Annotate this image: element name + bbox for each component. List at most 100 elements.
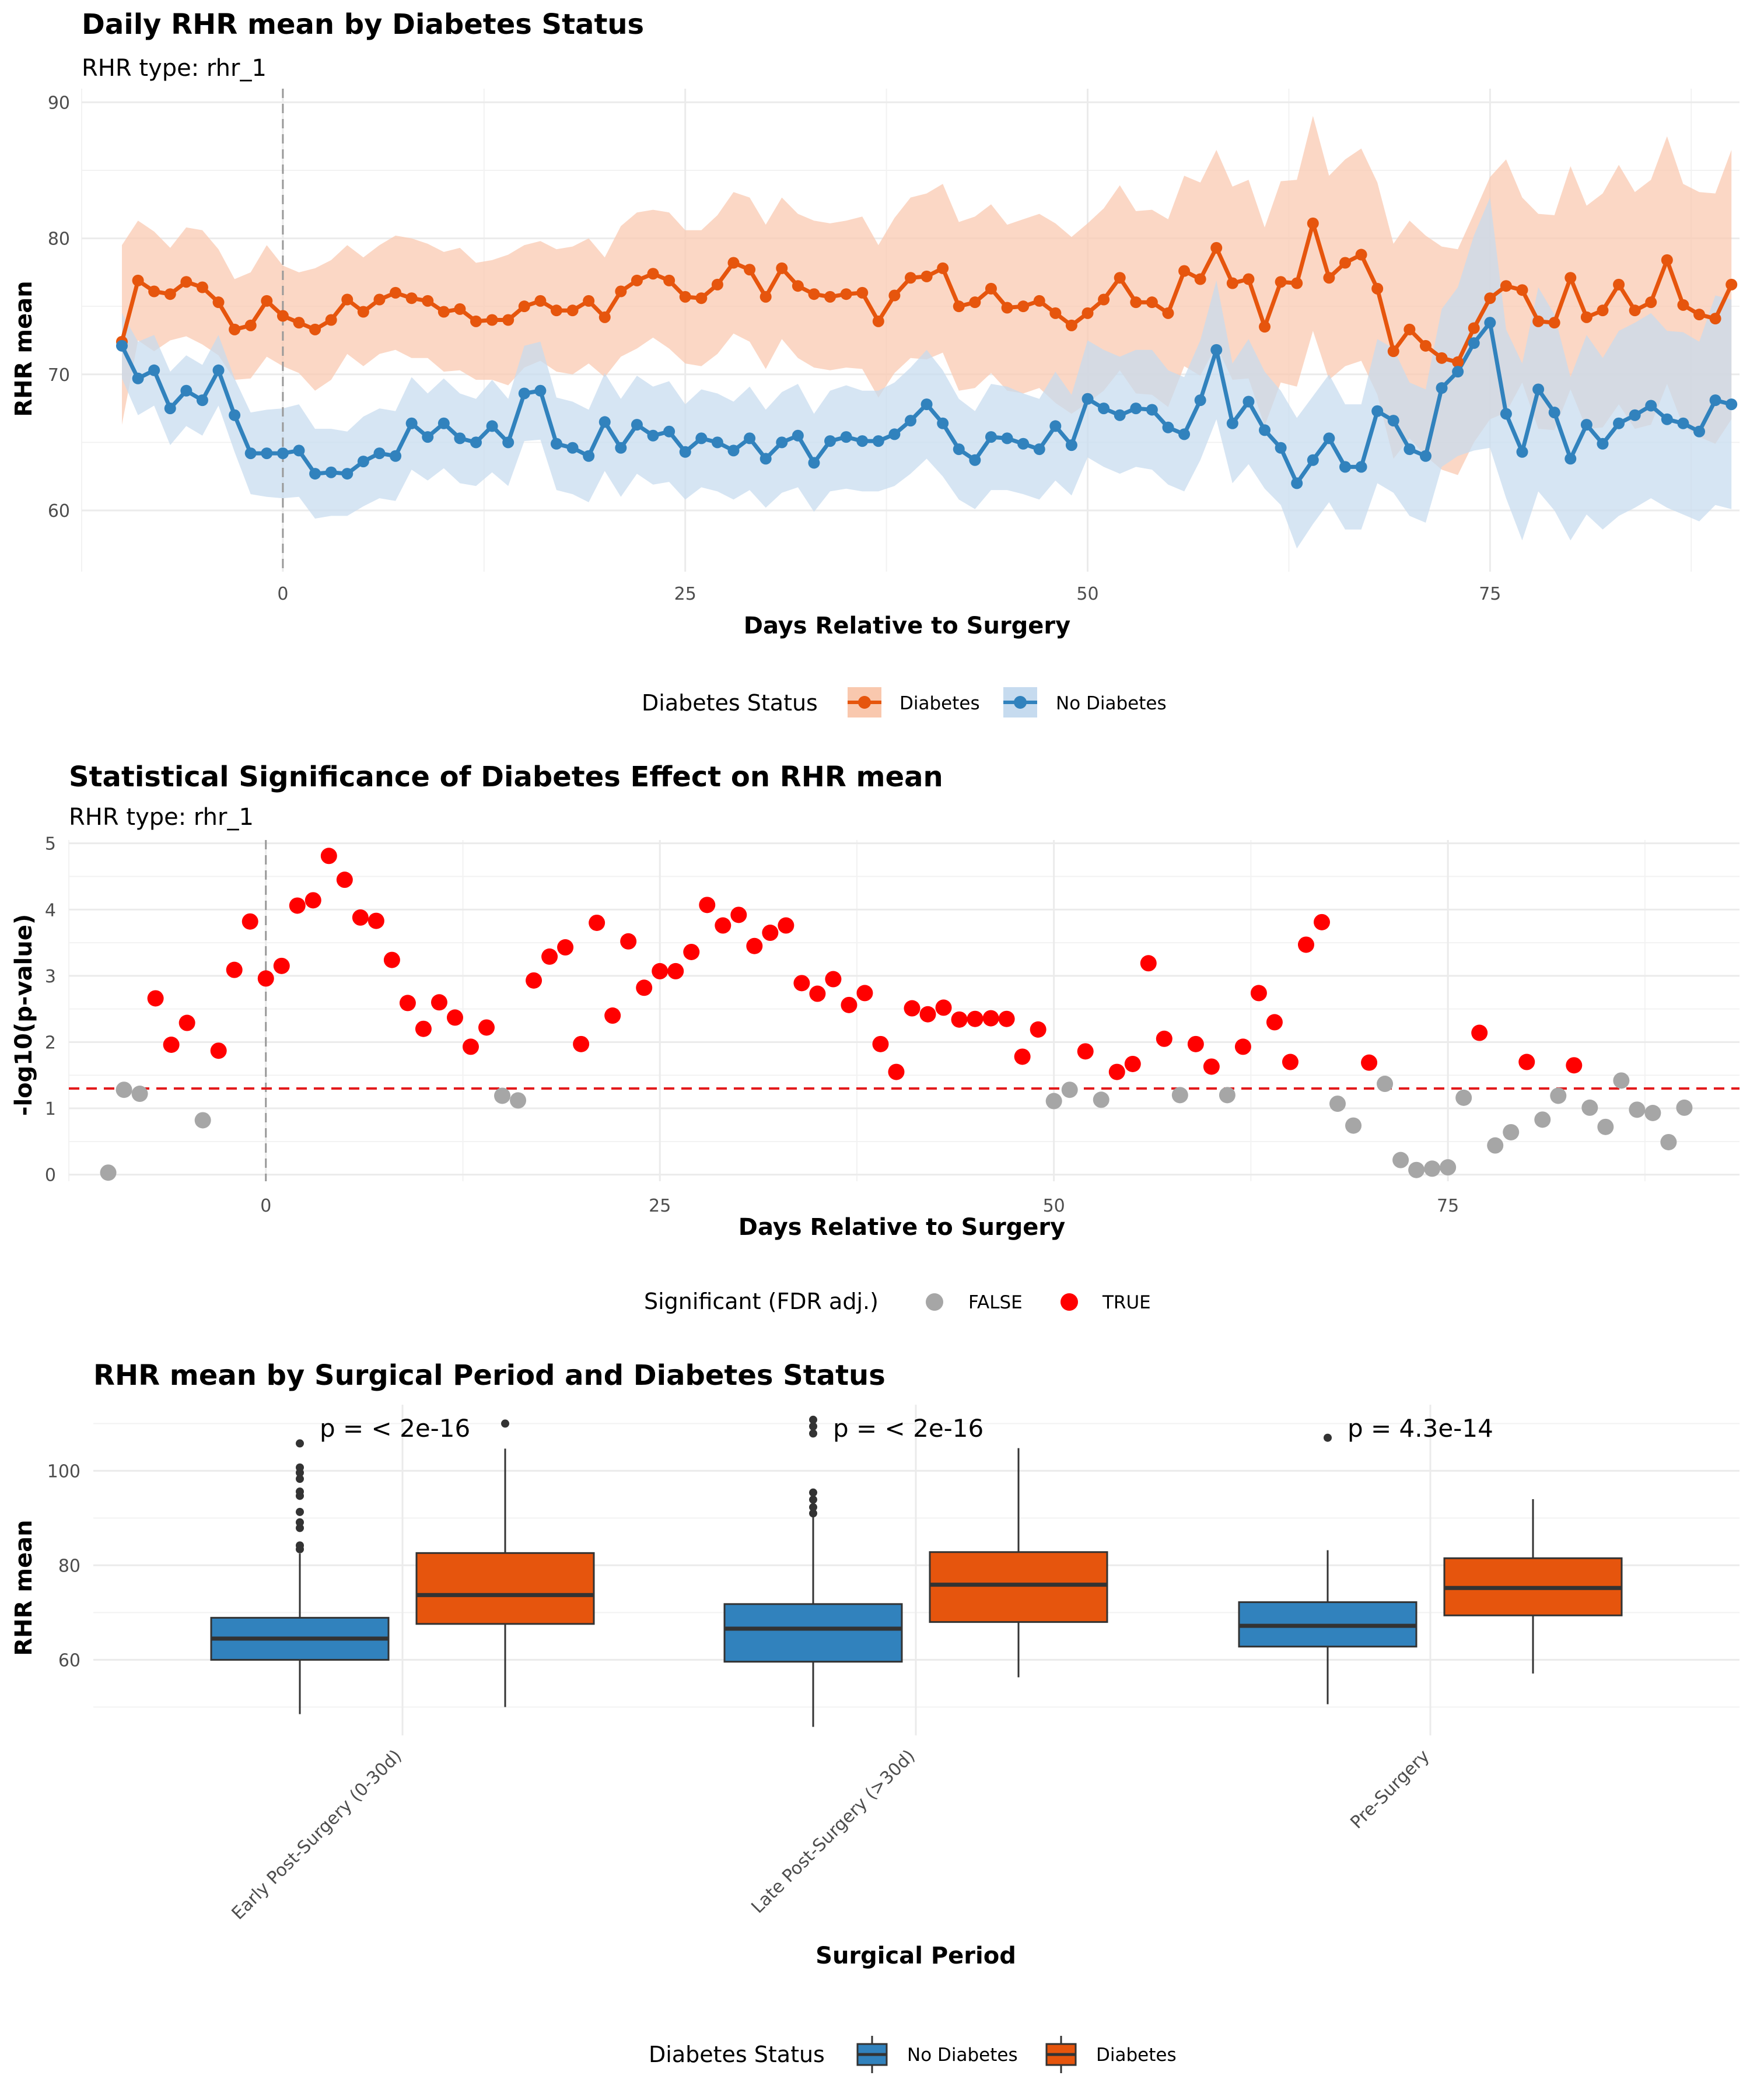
chart1-point-no-diabetes bbox=[1323, 432, 1335, 444]
chart1-legend-label-no-diabetes: No Diabetes bbox=[1056, 693, 1167, 714]
chart1-point-no-diabetes bbox=[583, 450, 595, 462]
chart1-point-diabetes bbox=[1291, 277, 1303, 289]
chart1-point-no-diabetes bbox=[1371, 405, 1384, 417]
chart1-point-no-diabetes bbox=[647, 429, 659, 442]
chart2-point-significant bbox=[919, 1006, 936, 1023]
chart1-point-diabetes bbox=[1210, 242, 1223, 254]
chart1-point-diabetes bbox=[341, 293, 354, 306]
chart1-band-diabetes bbox=[122, 116, 1732, 475]
chart1-point-diabetes bbox=[180, 276, 192, 288]
chart1-point-diabetes bbox=[1242, 273, 1255, 285]
chart1-point-no-diabetes bbox=[1194, 394, 1206, 407]
chart2-y-tick-label: 3 bbox=[45, 967, 56, 987]
chart3-outlier-no-diabetes bbox=[809, 1488, 817, 1497]
chart2-point-significant bbox=[1282, 1054, 1298, 1070]
chart3-outlier-no-diabetes bbox=[809, 1429, 817, 1438]
chart1-point-diabetes bbox=[502, 314, 514, 326]
chart1-point-no-diabetes bbox=[1404, 443, 1416, 456]
chart1-point-diabetes bbox=[390, 286, 402, 299]
chart2-point-not-significant bbox=[1455, 1089, 1472, 1106]
chart1-point-diabetes bbox=[164, 288, 176, 300]
chart2-y-tick-label: 4 bbox=[45, 900, 56, 921]
chart1-point-no-diabetes bbox=[1564, 453, 1577, 465]
chart1-point-no-diabetes bbox=[1387, 415, 1399, 427]
chart1-point-no-diabetes bbox=[438, 417, 450, 429]
chart1-point-no-diabetes bbox=[1484, 317, 1496, 329]
chart1-point-diabetes bbox=[405, 292, 418, 304]
chart3-p-value-label: p = 4.3e-14 bbox=[1348, 1414, 1493, 1443]
chart1-point-no-diabetes bbox=[1049, 420, 1062, 432]
chart1-point-no-diabetes bbox=[727, 444, 740, 457]
chart2-point-not-significant bbox=[1676, 1099, 1693, 1116]
chart2-point-not-significant bbox=[1581, 1099, 1598, 1116]
chart3-title: RHR mean by Surgical Period and Diabetes… bbox=[93, 1359, 886, 1392]
chart3-legend-key-no-diabetes bbox=[856, 2036, 888, 2073]
chart1-point-no-diabetes bbox=[1629, 409, 1641, 421]
chart1-tick-labels: 0 25 50 75 60 70 80 90 bbox=[48, 93, 1502, 604]
chart2-point-significant bbox=[1030, 1021, 1046, 1038]
chart1-point-no-diabetes bbox=[1114, 409, 1126, 421]
chart2-point-not-significant bbox=[116, 1082, 132, 1098]
chart2-point-significant bbox=[998, 1010, 1015, 1027]
chart2-point-significant bbox=[163, 1037, 180, 1053]
chart1-point-diabetes bbox=[985, 282, 997, 295]
chart1-point-no-diabetes bbox=[357, 456, 369, 468]
chart1-point-diabetes bbox=[744, 264, 756, 276]
chart2-point-significant bbox=[967, 1010, 984, 1027]
chart2-point-significant bbox=[856, 985, 873, 1002]
chart2-point-not-significant bbox=[100, 1164, 117, 1181]
chart1-confidence-bands bbox=[122, 116, 1732, 549]
chart1-point-diabetes bbox=[1709, 313, 1721, 325]
chart2-legend-key-false bbox=[926, 1293, 943, 1311]
chart1-point-no-diabetes bbox=[1130, 402, 1142, 415]
chart1-point-no-diabetes bbox=[148, 364, 160, 376]
chart2-point-significant bbox=[446, 1009, 463, 1026]
chart1-point-no-diabetes bbox=[663, 425, 676, 438]
chart2-point-significant bbox=[557, 939, 574, 956]
chart1-point-no-diabetes bbox=[840, 431, 852, 443]
chart1-point-no-diabetes bbox=[1419, 450, 1432, 462]
chart1-point-diabetes bbox=[1194, 273, 1206, 285]
chart1-point-no-diabetes bbox=[1065, 439, 1077, 452]
chart1-point-no-diabetes bbox=[341, 468, 354, 480]
chart2-point-not-significant bbox=[1392, 1152, 1409, 1168]
chart1-point-diabetes bbox=[711, 278, 723, 290]
chart2-legend-key-true bbox=[1060, 1293, 1078, 1311]
chart2-point-significant bbox=[636, 979, 653, 996]
chart2-point-significant bbox=[257, 970, 274, 987]
chart1-point-diabetes bbox=[1162, 307, 1174, 319]
chart1-x-tick-label: 50 bbox=[1076, 584, 1098, 604]
chart1-point-diabetes bbox=[1226, 277, 1238, 289]
chart1-point-no-diabetes bbox=[1098, 402, 1110, 415]
chart2-point-significant bbox=[746, 937, 763, 954]
chart1-point-no-diabetes bbox=[180, 384, 192, 397]
chart3-outlier-no-diabetes bbox=[296, 1541, 304, 1550]
chart1-point-no-diabetes bbox=[422, 431, 434, 443]
chart1-legend-label-diabetes: Diabetes bbox=[900, 693, 980, 714]
chart2-point-significant bbox=[589, 914, 606, 931]
chart2-point-significant bbox=[1077, 1043, 1094, 1060]
chart1-point-diabetes bbox=[261, 295, 273, 307]
chart3-y-tick-label: 80 bbox=[58, 1556, 80, 1576]
chart1-point-diabetes bbox=[792, 280, 804, 292]
chart2-x-tick-label: 50 bbox=[1043, 1196, 1065, 1216]
chart2-point-significant bbox=[667, 963, 684, 979]
chart1-point-no-diabetes bbox=[132, 372, 144, 384]
chart2-point-significant bbox=[1266, 1014, 1283, 1031]
chart1-x-tick-label: 25 bbox=[674, 584, 696, 604]
chart1-point-diabetes bbox=[373, 293, 386, 306]
chart2-point-significant bbox=[778, 917, 794, 934]
panel-daily-rhr: Daily RHR mean by Diabetes Status RHR ty… bbox=[10, 8, 1740, 718]
chart2-point-not-significant bbox=[1424, 1160, 1441, 1177]
chart1-point-no-diabetes bbox=[1580, 419, 1592, 431]
chart3-p-value-label: p = < 2e-16 bbox=[320, 1414, 470, 1443]
chart1-point-diabetes bbox=[1387, 345, 1399, 358]
chart1-point-no-diabetes bbox=[486, 420, 498, 432]
chart2-point-significant bbox=[872, 1035, 889, 1052]
chart1-point-no-diabetes bbox=[985, 431, 997, 443]
chart1-point-diabetes bbox=[422, 295, 434, 307]
chart1-point-no-diabetes bbox=[1500, 408, 1512, 420]
chart1-point-diabetes bbox=[1564, 272, 1577, 284]
chart1-point-no-diabetes bbox=[244, 447, 257, 460]
chart1-point-diabetes bbox=[293, 317, 305, 329]
